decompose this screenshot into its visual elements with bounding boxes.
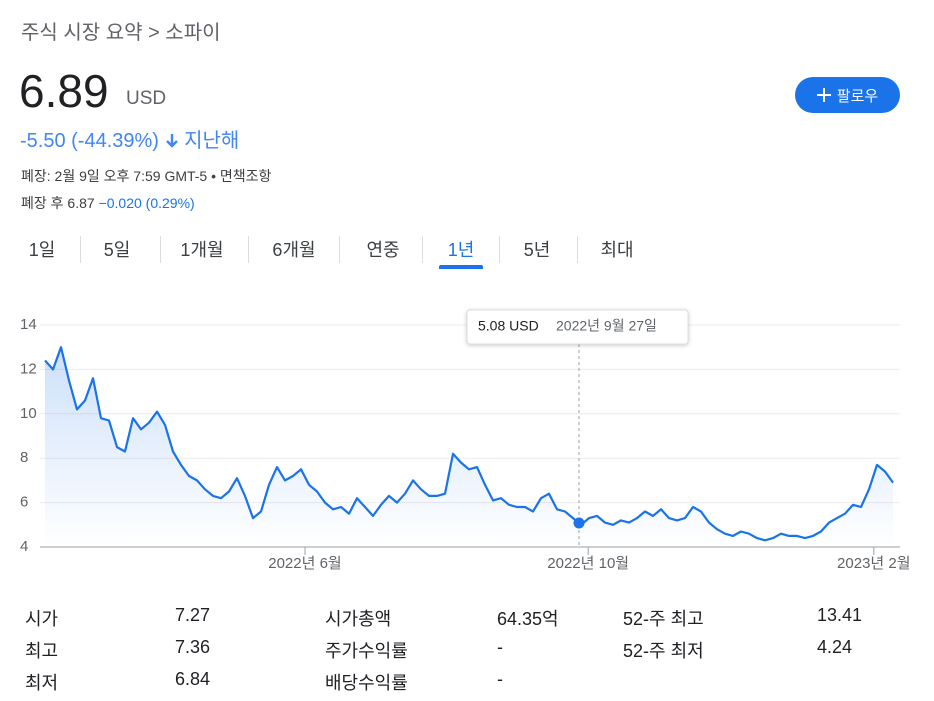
y-tick-label: 6 — [20, 494, 28, 511]
x-tick-label: 2022년 10월 — [547, 555, 629, 572]
price: 6.89 — [19, 65, 109, 117]
price-area — [45, 347, 893, 547]
range-tab[interactable]: 5일 — [103, 240, 131, 260]
down-arrow — [165, 134, 178, 148]
follow-label: 팔로우 — [836, 87, 879, 105]
tab-separator — [422, 236, 423, 263]
stat-value: 4.24 — [817, 637, 853, 657]
stat-value: 6.84 — [175, 669, 211, 689]
stat-label: 최저 — [25, 673, 59, 693]
stat-value: 64.35억 — [497, 609, 559, 629]
price-change: -5.50 (-44.39%) 지난해 — [20, 124, 239, 153]
after-hours-change: −0.020 (0.29%) — [98, 195, 195, 211]
stat-value: - — [497, 669, 503, 689]
stat-label: 주가수익률 — [325, 641, 408, 661]
after-hours-label: 폐장 후 6.87 — [21, 195, 95, 211]
stat-label: 시가 — [25, 609, 59, 629]
market-status: 폐장: 2월 9일 오후 7:59 GMT-5 • 면책조항 — [21, 168, 272, 184]
y-tick-label: 12 — [20, 360, 37, 377]
tooltip-date: 2022년 9월 27일 — [556, 318, 657, 334]
follow-button[interactable]: 팔로우 — [795, 77, 900, 113]
y-tick-label: 10 — [20, 405, 37, 422]
tab-underline — [439, 265, 483, 269]
range-tab[interactable]: 5년 — [523, 240, 551, 260]
stat-label: 최고 — [25, 641, 59, 661]
tab-separator — [159, 236, 161, 263]
tab-separator — [577, 236, 578, 263]
chart: 4 6 8 10 12 14 2022년 6월 2022년 10월 2023년 2월 5.08 U… — [20, 309, 911, 572]
currency: USD — [126, 88, 167, 109]
tooltip-box — [466, 309, 689, 345]
tab-separator — [338, 236, 340, 263]
range-tab[interactable]: 1년 — [447, 240, 475, 260]
tooltip-point — [573, 517, 585, 529]
tab-separator — [79, 236, 81, 263]
breadcrumb[interactable]: 주식 시장 요약 > 소파이 — [21, 22, 221, 44]
x-tick-label: 2023년 2월 — [837, 555, 910, 572]
y-tick-label: 8 — [20, 449, 28, 466]
range-tab[interactable]: 최대 — [600, 240, 634, 260]
price-line — [44, 346, 894, 542]
tab-separator — [499, 236, 500, 263]
change-period: 지난해 — [184, 130, 240, 152]
y-tick-label: 4 — [20, 538, 28, 555]
range-tab[interactable]: 1개월 — [180, 240, 224, 260]
x-tick-label: 2022년 6월 — [268, 555, 341, 572]
range-tab[interactable]: 연중 — [366, 240, 400, 260]
range-tab[interactable]: 6개월 — [272, 240, 316, 260]
stat-value: - — [497, 637, 503, 657]
change-text: -5.50 (-44.39%) — [20, 130, 159, 152]
tooltip-value: 5.08 USD — [478, 318, 539, 334]
y-tick-label: 14 — [20, 316, 37, 333]
stat-label: 52-주 최저 — [623, 641, 704, 661]
stat-label: 52-주 최고 — [623, 609, 704, 629]
stat-label: 시가총액 — [325, 609, 392, 629]
stat-label: 배당수익률 — [325, 673, 408, 693]
stat-value: 7.27 — [175, 605, 211, 625]
stat-value: 7.36 — [175, 637, 211, 657]
stat-value: 13.41 — [817, 605, 863, 625]
plus-icon — [816, 88, 831, 102]
after-hours: 폐장 후 6.87 −0.020 (0.29%) — [21, 193, 195, 213]
tab-separator — [248, 236, 249, 263]
range-tab[interactable]: 1일 — [28, 240, 56, 260]
